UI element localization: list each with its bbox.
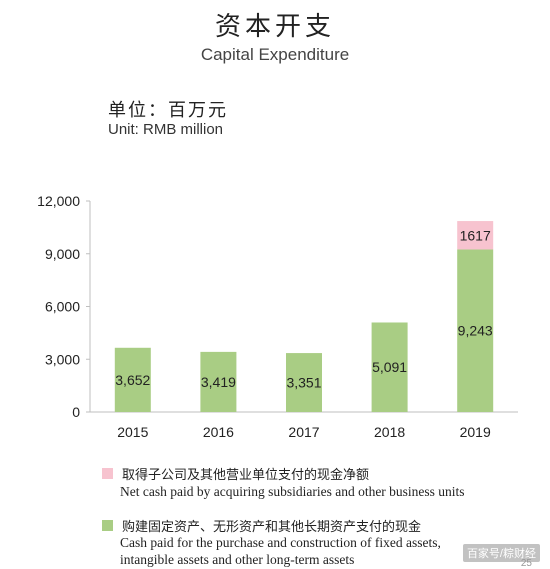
unit-label-cn: 单位：百万元 xyxy=(108,100,228,121)
chart-title-cn: 资本开支 xyxy=(214,12,335,42)
page-number: 25 xyxy=(520,558,532,569)
y-tick-label: 6,000 xyxy=(45,299,80,315)
bar-2017-series-0 xyxy=(286,353,322,412)
watermark: 百家号/粽财经 xyxy=(462,544,540,562)
unit-label-en: Unit: RMB million xyxy=(108,121,224,138)
bar-2018-series-0 xyxy=(371,322,408,412)
chart-title-en: Capital Expenditure xyxy=(200,45,350,64)
y-tick-label: 9,000 xyxy=(45,246,80,262)
bar-2019-series-1 xyxy=(457,221,494,250)
data-label-2015-series-0: 3,652 xyxy=(115,372,150,388)
legend-item-acquisitions: 取得子公司及其他营业单位支付的现金净额 Net cash paid by acq… xyxy=(102,464,542,500)
bar-2019-series-0 xyxy=(457,249,494,412)
capex-bar-chart: 0 3,000 6,000 9,000 12,000 3,652 2015 3,419 201… xyxy=(37,193,518,440)
bar-2015-series-0 xyxy=(114,347,151,412)
legend-label-en: Net cash paid by acquiring subsidiaries … xyxy=(120,484,465,499)
x-tick-label: 2017 xyxy=(288,424,319,440)
y-tick-label: 0 xyxy=(72,404,80,420)
bar-2016-series-0 xyxy=(200,351,237,412)
legend-item-fixed-assets: 购建固定资产、无形资产和其他长期资产支付的现金 Cash paid for th… xyxy=(102,516,542,567)
legend-label-en-line1: Cash paid for the purchase and construct… xyxy=(120,535,441,550)
x-tick-label: 2015 xyxy=(117,424,148,440)
legend-swatch-green xyxy=(102,520,113,531)
x-tick-label: 2018 xyxy=(374,424,405,440)
data-label-2018-series-0: 5,091 xyxy=(372,359,407,375)
data-label-2016-series-0: 3,419 xyxy=(201,374,236,390)
legend-swatch-pink xyxy=(102,468,113,479)
data-label-2019-series-1: 1617 xyxy=(460,227,491,243)
legend-label-cn: 取得子公司及其他营业单位支付的现金净额 xyxy=(122,468,370,483)
legend-label-cn: 购建固定资产、无形资产和其他长期资产支付的现金 xyxy=(122,520,422,535)
legend-label-en-line2: intangible assets and other long-term as… xyxy=(120,552,355,567)
y-tick-label: 12,000 xyxy=(37,193,80,209)
y-tick-label: 3,000 xyxy=(45,351,80,367)
data-label-2017-series-0: 3,351 xyxy=(286,375,321,391)
x-tick-label: 2016 xyxy=(203,424,234,440)
x-tick-label: 2019 xyxy=(460,424,491,440)
data-label-2019-series-0: 9,243 xyxy=(458,323,493,339)
